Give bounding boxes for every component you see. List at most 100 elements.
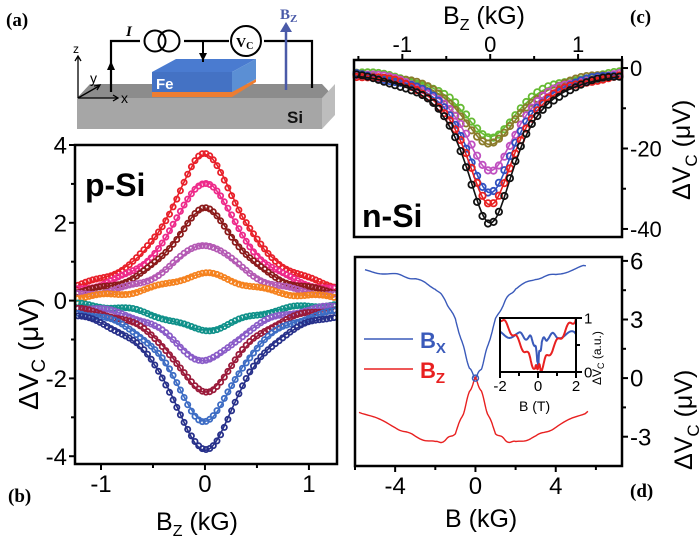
data-point	[125, 261, 133, 269]
data-point	[187, 190, 195, 198]
x-axis-label-c: BZ (kG)	[443, 2, 525, 34]
x-tick-label: 1	[302, 471, 315, 498]
fe-electrode	[152, 72, 232, 92]
y-tick-label: -2	[46, 366, 67, 393]
fit-line	[78, 243, 334, 296]
data-point	[253, 357, 261, 365]
voltmeter-label: V	[236, 36, 246, 51]
data-point	[158, 374, 166, 382]
panel-label-b: (b)	[8, 486, 31, 507]
fit-line	[78, 303, 334, 331]
inset-x-label: B (T)	[519, 398, 550, 414]
data-point	[527, 119, 536, 129]
chart-panel-b: -1 0 1 -4 -2 0 2 4 p-Si (b) BZ (kG) ΔVC (μV)	[8, 133, 339, 536]
data-point	[494, 161, 503, 170]
data-point	[162, 233, 170, 241]
data-point	[206, 327, 214, 335]
data-point	[136, 250, 144, 258]
data-point	[494, 207, 503, 216]
data-point	[147, 237, 155, 245]
y-tick-label: -40	[630, 217, 662, 242]
x-tick-label: -1	[90, 471, 111, 498]
data-point	[323, 308, 331, 316]
data-point	[282, 291, 290, 299]
data-point	[187, 214, 195, 222]
data-point	[290, 284, 298, 292]
data-point	[489, 199, 498, 208]
axis-x-label: x	[121, 90, 128, 106]
y-axis-label-c: ΔVC (μV)	[668, 100, 700, 200]
x-tick-label: 0	[469, 473, 482, 500]
fit-line	[77, 311, 335, 422]
data-point	[312, 291, 320, 299]
data-point	[231, 398, 239, 406]
data-point	[312, 284, 320, 292]
data-point	[202, 204, 210, 212]
x-tick-label: -1	[393, 32, 413, 57]
y-axis-label-b: ΔVC (μV)	[13, 298, 50, 410]
plot-frame-d	[353, 255, 624, 468]
axis-z-label: z	[73, 42, 79, 56]
data-point	[176, 364, 184, 372]
data-point	[206, 415, 214, 423]
y-axis-label-d: ΔVC (μV)	[670, 370, 700, 470]
data-point	[472, 151, 482, 160]
data-point	[151, 233, 159, 241]
field-sub: Z	[290, 13, 297, 25]
data-point	[122, 290, 130, 298]
panel-label-c: (c)	[630, 7, 651, 28]
data-point	[489, 217, 498, 226]
data-point	[238, 231, 246, 239]
data-point	[209, 183, 217, 191]
data-point	[213, 162, 221, 170]
data-point	[326, 307, 334, 315]
data-point	[85, 314, 93, 322]
chart-title-c: n-Si	[362, 198, 422, 234]
data-point	[96, 283, 104, 291]
data-point	[151, 361, 159, 369]
data-point	[107, 306, 115, 314]
data-point	[209, 269, 217, 277]
data-point	[235, 390, 243, 398]
data-point	[165, 351, 173, 359]
data-point	[180, 418, 188, 426]
svg-text:VC: VC	[236, 36, 253, 52]
data-point	[133, 254, 141, 262]
data-point	[154, 349, 162, 357]
current-arrow-up-icon	[107, 61, 115, 70]
data-point	[169, 355, 177, 363]
data-point	[154, 228, 162, 236]
data-point	[286, 303, 294, 311]
data-point	[257, 353, 265, 361]
y-tick-label: 2	[54, 210, 67, 237]
data-point	[92, 283, 100, 291]
data-point	[228, 362, 236, 370]
data-point	[209, 326, 217, 334]
data-point	[511, 115, 520, 124]
data-point	[235, 243, 243, 251]
data-point	[220, 222, 228, 230]
panel-label-d: (d)	[630, 481, 653, 502]
fe-label: Fe	[156, 76, 174, 93]
data-point	[217, 217, 225, 225]
y-tick-label: 6	[630, 249, 643, 276]
data-point	[478, 191, 487, 200]
data-point	[180, 201, 188, 209]
data-point	[100, 290, 108, 298]
data-point	[125, 304, 133, 312]
data-point	[184, 219, 192, 227]
tunnel-layer-side	[232, 79, 256, 97]
data-point	[249, 349, 257, 357]
voltmeter-icon	[230, 25, 262, 57]
fit-line	[356, 75, 620, 224]
panel-label-a: (a)	[6, 10, 28, 31]
data-point	[445, 121, 454, 130]
data-point	[235, 350, 243, 358]
fit-line	[78, 306, 334, 362]
data-point	[228, 382, 236, 390]
data-point	[538, 105, 547, 114]
x-tick-label: -2	[493, 378, 506, 395]
data-point	[184, 170, 192, 178]
substrate-side	[322, 84, 335, 129]
